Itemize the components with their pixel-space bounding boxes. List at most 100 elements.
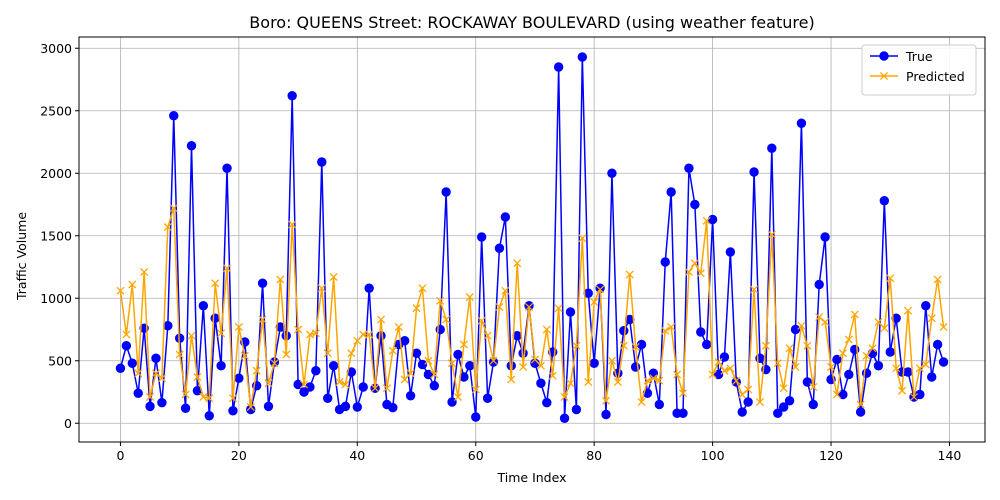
x-axis-label: Time Index (497, 470, 567, 485)
data-point-true (553, 62, 564, 72)
series-line-predicted (119, 207, 945, 408)
data-point-true (577, 52, 588, 62)
data-point-predicted (915, 364, 924, 373)
data-point-true (133, 388, 143, 398)
data-point-true (376, 331, 386, 341)
x-tick-label: 0 (116, 448, 124, 463)
x-tick-label: 20 (231, 448, 247, 463)
data-point-predicted (898, 386, 907, 395)
data-point-predicted (323, 349, 332, 358)
data-point-true (814, 279, 824, 290)
data-point-true (713, 369, 724, 380)
data-point-predicted (708, 370, 717, 379)
data-point-predicted (939, 322, 948, 332)
y-tick-label: 3000 (40, 41, 72, 56)
data-point-predicted (400, 375, 409, 384)
data-point-true (903, 367, 913, 377)
legend: True Predicted (861, 44, 977, 96)
data-point-true (417, 359, 428, 370)
ticks: 0 20 40 60 80 100 120 140 0 500 1000 1500 2000 2500 30… (40, 41, 961, 463)
data-point-true (749, 167, 759, 177)
data-point-predicted (406, 369, 415, 378)
data-point-predicted (471, 385, 480, 394)
data-point-true (921, 301, 931, 311)
data-point-true (228, 406, 238, 416)
data-point-predicted (572, 341, 581, 350)
data-point-true (287, 91, 297, 101)
data-point-predicted (803, 341, 812, 350)
data-point-predicted (329, 272, 338, 282)
data-point-predicted (157, 374, 166, 383)
data-point-predicted (536, 361, 545, 370)
data-point-predicted (412, 304, 421, 313)
data-point-predicted (566, 379, 575, 388)
data-point-predicted (649, 374, 658, 383)
data-point-true (151, 353, 161, 363)
x-tick-label: 120 (819, 448, 843, 463)
data-point-predicted (809, 382, 818, 392)
data-point-true (802, 377, 813, 387)
x-tick-label: 80 (586, 448, 602, 463)
data-point-predicted (850, 310, 859, 319)
data-point-true (536, 378, 546, 388)
data-point-predicted (797, 321, 806, 330)
data-point-predicted (418, 284, 427, 293)
data-point-predicted (815, 312, 824, 322)
data-point-true (684, 163, 694, 173)
data-point-predicted (365, 330, 374, 339)
data-point-true (879, 196, 890, 206)
data-point-predicted (696, 269, 705, 278)
data-point-predicted (673, 370, 682, 379)
data-point-predicted (187, 331, 196, 340)
data-point-true (198, 301, 209, 311)
data-point-predicted (578, 234, 587, 243)
data-point-true (482, 393, 493, 403)
data-point-predicted (542, 325, 551, 334)
data-point-predicted (359, 330, 368, 339)
data-point-predicted (436, 296, 445, 305)
chart-title: Boro: QUEENS Street: ROCKAWAY BOULEVARD … (249, 13, 814, 32)
data-point-predicted (560, 392, 569, 402)
data-point-predicted (217, 329, 226, 338)
data-point-predicted (258, 315, 267, 324)
data-point-true (352, 402, 363, 412)
data-point-predicted (607, 356, 617, 365)
x-tick-label: 40 (349, 448, 365, 463)
data-point-true (471, 412, 481, 422)
data-point-true (938, 357, 949, 367)
data-point-predicted (744, 385, 753, 394)
data-point-predicted (122, 330, 131, 339)
data-point-predicted (838, 349, 847, 358)
data-point-predicted (791, 362, 800, 372)
data-point-true (932, 339, 943, 350)
data-point-true (790, 324, 801, 335)
data-point-predicted (684, 267, 693, 277)
x-tick-label: 60 (468, 448, 484, 463)
data-point-predicted (826, 362, 836, 372)
data-point-true (773, 408, 783, 418)
data-point-predicted (453, 392, 463, 402)
data-point-true (500, 212, 511, 222)
data-point-true (204, 411, 214, 421)
data-point-true (476, 232, 487, 242)
data-point-true (323, 393, 333, 403)
data-point-true (447, 397, 457, 407)
data-point-predicted (140, 267, 149, 277)
y-tick-label: 0 (64, 416, 72, 431)
data-point-true (311, 366, 321, 376)
data-point-predicted (495, 302, 504, 312)
series-predicted (116, 204, 948, 412)
data-point-true (388, 402, 398, 413)
data-point-predicted (270, 359, 279, 368)
data-point-predicted (530, 355, 540, 364)
data-point-predicted (424, 356, 433, 365)
y-axis-label: Traffic Volume (14, 212, 29, 301)
data-point-predicted (507, 375, 516, 384)
data-point-predicted (927, 314, 936, 323)
data-point-predicted (317, 284, 326, 293)
data-point-true (299, 387, 309, 397)
data-point-predicted (631, 342, 640, 352)
data-point-predicted (163, 222, 172, 232)
legend-marker-true (879, 51, 889, 61)
